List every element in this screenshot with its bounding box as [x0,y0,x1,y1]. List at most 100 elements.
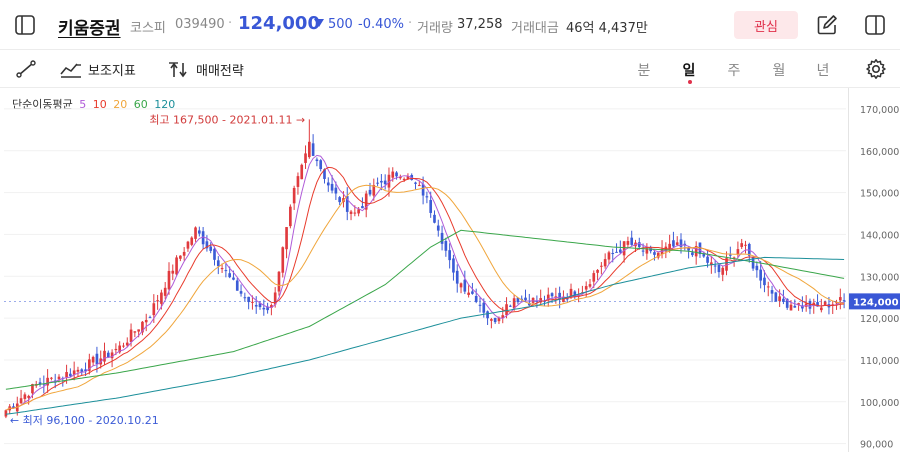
candle-body [323,169,326,179]
amount-label: 거래대금 [511,21,559,36]
candle-body [630,237,634,245]
candle-body [186,241,190,249]
candle-body [88,359,91,371]
current-price-label: 124,000 [853,297,899,308]
candle-body [740,243,744,247]
candle-body [725,258,728,271]
ma-legend-20: 20 [113,98,128,111]
candle-body [106,352,110,358]
candle-body [296,176,300,187]
stock-name[interactable]: 키움증권 [58,19,121,39]
candle-body [486,311,489,319]
strategy-button[interactable]: 매매전략 [168,60,244,79]
ma-legend-title: 단순이동평균 [12,98,73,111]
panel-icon[interactable] [864,14,886,36]
period-tab-year[interactable]: 년 [816,63,830,79]
period-tab-day[interactable]: 일 [682,63,696,79]
period-tab-month[interactable]: 월 [772,63,786,79]
candle-body [46,377,49,386]
candle-body [156,300,159,302]
candle-body [258,303,262,308]
candle-body [319,160,323,170]
candle-body [706,256,709,263]
candle-body [710,262,713,266]
candle-body [91,356,95,363]
candle-body [380,180,383,183]
candle-body [391,171,395,178]
gear-icon[interactable] [865,58,887,80]
candle-body [399,176,402,179]
candle-body [417,185,421,187]
candle-body [573,291,577,297]
candle-body [694,246,698,257]
candle-body [190,237,194,245]
candle-body [57,376,61,380]
y-tick-label: 150,000 [860,189,899,200]
candle-body [103,350,106,362]
candlestick-chart[interactable]: 90,000 100,000 110,000 120,000 130,000 140,00… [0,88,900,452]
candle-body [84,369,87,372]
stock-header: 키움증권 코스피 039490 · 124,000 500 -0.40% · 거… [0,0,900,50]
candle-body [637,242,641,248]
candle-body [148,317,152,319]
candle-body [755,265,759,271]
candle-body [304,153,307,163]
current-price-tag [849,293,900,310]
candle-body [816,302,819,307]
ma-legend-5: 5 [79,98,87,111]
candle-body [334,187,338,194]
favorite-button[interactable]: 관심 [734,11,798,39]
candle-body [50,377,53,379]
price-change-pct: -0.40% [358,17,404,32]
y-axis-divider [848,88,849,452]
candle-body [774,292,778,302]
candle-body [721,267,725,275]
candle-body [72,370,76,375]
candle-body [793,305,797,308]
candle-body [797,303,800,305]
period-tab-week[interactable]: 주 [727,63,741,79]
candle-body [144,319,148,323]
candle-body [509,305,512,307]
candle-body [315,159,319,162]
candle-body [550,293,554,297]
candle-body [433,214,436,223]
strategy-icon [169,61,187,77]
chart-toolbar: 보조지표 매매전략 분 일 주 월 년 [0,50,900,88]
candle-body [782,298,785,302]
candle-body [516,297,520,303]
ma120-line [5,256,845,415]
candle-body [376,182,379,184]
candle-body [448,250,451,261]
candle-body [823,301,827,306]
candle-body [4,410,8,417]
candle-body [569,288,573,297]
amount-value: 46억 4,437만 [566,21,648,36]
candle-body [558,292,561,300]
candle-body [232,277,235,280]
candle-body [353,212,357,214]
candle-body [194,227,197,239]
line-draw-button[interactable] [16,60,42,78]
candle-body [160,292,163,304]
volume-value: 37,258 [457,17,503,32]
sidebar-toggle-icon[interactable] [14,14,36,36]
candle-body [171,270,175,274]
indicator-button[interactable]: 보조지표 [60,60,136,79]
candle-body [656,252,660,258]
candle-body [114,348,118,351]
candle-body [641,250,645,252]
candle-body [812,302,816,306]
candle-body [490,319,493,321]
edit-icon[interactable] [816,14,838,36]
period-tab-minute[interactable]: 분 [637,63,651,79]
candle-body [364,193,368,210]
candle-body [440,232,444,244]
candle-body [69,373,72,377]
candle-body [611,253,615,255]
indicator-icon [60,62,81,78]
candle-body [330,183,334,191]
candle-body [27,395,30,398]
candle-body [736,249,740,255]
candle-body [467,292,470,295]
